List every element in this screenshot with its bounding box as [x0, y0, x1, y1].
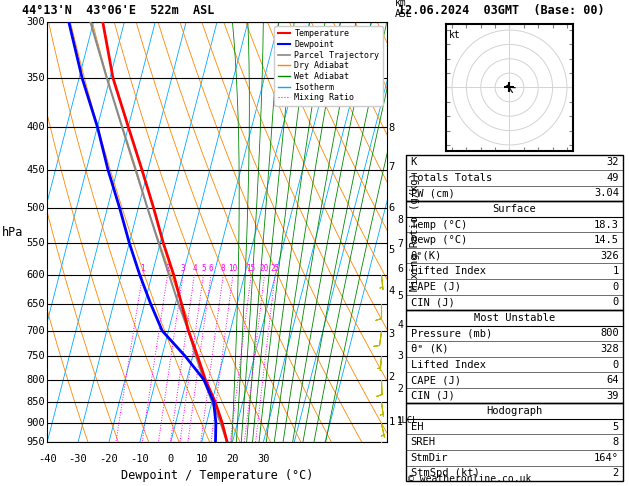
Text: 0: 0 — [613, 297, 619, 307]
Text: 5: 5 — [201, 264, 206, 274]
Text: 2: 2 — [389, 372, 395, 382]
Text: 3: 3 — [397, 351, 403, 361]
Text: 1: 1 — [140, 264, 145, 274]
Text: 2: 2 — [397, 383, 403, 394]
Text: SREH: SREH — [411, 437, 436, 447]
Text: 10: 10 — [228, 264, 238, 274]
Text: 8: 8 — [389, 122, 395, 133]
Text: 12.06.2024  03GMT  (Base: 00): 12.06.2024 03GMT (Base: 00) — [398, 4, 604, 17]
Text: 44°13'N  43°06'E  522m  ASL: 44°13'N 43°06'E 522m ASL — [22, 4, 214, 17]
Text: 8: 8 — [221, 264, 226, 274]
Text: 2: 2 — [165, 264, 170, 274]
Text: Mixing Ratio (g/kg): Mixing Ratio (g/kg) — [410, 173, 420, 292]
Text: 450: 450 — [26, 165, 45, 175]
Text: 0: 0 — [167, 454, 174, 465]
Text: -30: -30 — [69, 454, 87, 465]
Text: Temp (°C): Temp (°C) — [411, 220, 467, 229]
Text: Most Unstable: Most Unstable — [474, 313, 555, 323]
Text: hPa: hPa — [2, 226, 23, 239]
Text: 18.3: 18.3 — [594, 220, 619, 229]
Text: 326: 326 — [600, 251, 619, 260]
Text: Surface: Surface — [493, 204, 536, 214]
Text: CIN (J): CIN (J) — [411, 297, 455, 307]
Text: 3: 3 — [181, 264, 186, 274]
Text: 4: 4 — [389, 286, 395, 296]
Text: 550: 550 — [26, 238, 45, 248]
Text: PW (cm): PW (cm) — [411, 189, 455, 198]
Text: Pressure (mb): Pressure (mb) — [411, 329, 492, 338]
Text: Totals Totals: Totals Totals — [411, 173, 492, 183]
Text: 49: 49 — [606, 173, 619, 183]
Legend: Temperature, Dewpoint, Parcel Trajectory, Dry Adiabat, Wet Adiabat, Isotherm, Mi: Temperature, Dewpoint, Parcel Trajectory… — [274, 26, 382, 105]
Text: 6: 6 — [389, 203, 395, 213]
Text: 4: 4 — [192, 264, 197, 274]
Text: 800: 800 — [600, 329, 619, 338]
Text: 3.04: 3.04 — [594, 189, 619, 198]
Text: Hodograph: Hodograph — [486, 406, 542, 416]
Text: 6: 6 — [397, 264, 403, 274]
Text: 25: 25 — [270, 264, 280, 274]
Text: 15: 15 — [247, 264, 256, 274]
Text: 400: 400 — [26, 122, 45, 132]
Text: StmSpd (kt): StmSpd (kt) — [411, 469, 479, 478]
Text: Dewp (°C): Dewp (°C) — [411, 235, 467, 245]
Text: 350: 350 — [26, 73, 45, 83]
Text: 6: 6 — [209, 264, 213, 274]
Text: 1LCL: 1LCL — [397, 416, 418, 425]
Text: 700: 700 — [26, 326, 45, 336]
Text: 650: 650 — [26, 299, 45, 309]
Text: θᵉ(K): θᵉ(K) — [411, 251, 442, 260]
Text: 0: 0 — [613, 282, 619, 292]
Text: 800: 800 — [26, 375, 45, 384]
Text: 850: 850 — [26, 397, 45, 407]
Text: 8: 8 — [613, 437, 619, 447]
Text: 64: 64 — [606, 375, 619, 385]
Text: 20: 20 — [260, 264, 269, 274]
Text: 5: 5 — [397, 291, 403, 301]
Text: 1: 1 — [613, 266, 619, 276]
Text: 0: 0 — [613, 360, 619, 369]
Text: 600: 600 — [26, 270, 45, 279]
Text: 10: 10 — [196, 454, 208, 465]
Text: 32: 32 — [606, 157, 619, 167]
Text: EH: EH — [411, 422, 423, 432]
Text: 30: 30 — [257, 454, 270, 465]
Text: 500: 500 — [26, 203, 45, 213]
Text: 328: 328 — [600, 344, 619, 354]
Text: 5: 5 — [613, 422, 619, 432]
Text: CAPE (J): CAPE (J) — [411, 282, 460, 292]
Text: 7: 7 — [389, 162, 395, 173]
Text: 1: 1 — [389, 417, 395, 427]
Text: km
ASL: km ASL — [394, 0, 412, 19]
Text: 900: 900 — [26, 417, 45, 428]
Text: 20: 20 — [226, 454, 238, 465]
Text: K: K — [411, 157, 417, 167]
Text: CAPE (J): CAPE (J) — [411, 375, 460, 385]
Text: 39: 39 — [606, 391, 619, 400]
Text: 7: 7 — [397, 239, 403, 249]
Text: -10: -10 — [130, 454, 149, 465]
Text: kt: kt — [449, 30, 461, 40]
Text: 2: 2 — [613, 469, 619, 478]
Text: 164°: 164° — [594, 453, 619, 463]
Text: 1: 1 — [397, 417, 403, 427]
Text: 14.5: 14.5 — [594, 235, 619, 245]
Text: -20: -20 — [99, 454, 118, 465]
Text: Lifted Index: Lifted Index — [411, 360, 486, 369]
Text: -40: -40 — [38, 454, 57, 465]
Text: 5: 5 — [389, 244, 395, 255]
Text: 3: 3 — [389, 329, 395, 339]
Text: Dewpoint / Temperature (°C): Dewpoint / Temperature (°C) — [121, 469, 313, 482]
Text: © weatheronline.co.uk: © weatheronline.co.uk — [408, 473, 531, 484]
Text: 950: 950 — [26, 437, 45, 447]
Text: 8: 8 — [397, 215, 403, 225]
Text: Lifted Index: Lifted Index — [411, 266, 486, 276]
Text: CIN (J): CIN (J) — [411, 391, 455, 400]
Text: 750: 750 — [26, 351, 45, 361]
Text: 4: 4 — [397, 320, 403, 330]
Text: 300: 300 — [26, 17, 45, 27]
Text: StmDir: StmDir — [411, 453, 448, 463]
Text: θᵉ (K): θᵉ (K) — [411, 344, 448, 354]
